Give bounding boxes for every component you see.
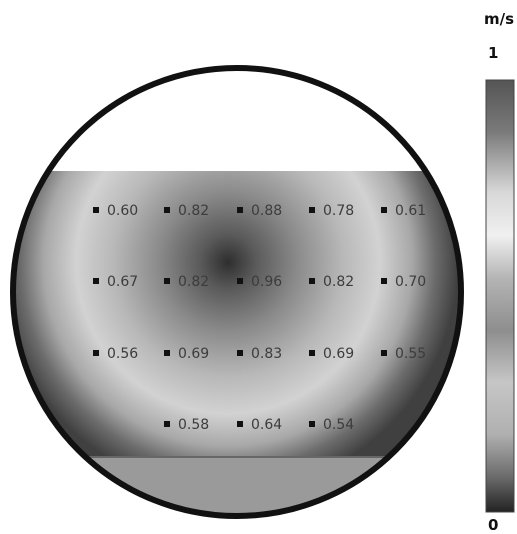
- measurement-point-marker: [93, 350, 99, 356]
- measurement-point-label: 0.56: [107, 346, 138, 362]
- measurement-points: 0.60 0.82 0.88 0.78 0.61 0.67 0.82 0.96 0.82 0.70…: [93, 203, 426, 433]
- measurement-point-label: 0.55: [395, 346, 426, 362]
- measurement-point-label: 0.69: [178, 346, 209, 362]
- colorbar-max-label: 1: [488, 44, 498, 62]
- measurement-point-label: 0.83: [251, 346, 282, 362]
- measurement-point-label: 0.88: [251, 203, 282, 219]
- measurement-point-label: 0.96: [251, 274, 282, 290]
- measurement-point-label: 0.58: [178, 417, 209, 433]
- sediment-band: [13, 456, 461, 516]
- measurement-point-marker: [237, 207, 243, 213]
- measurement-point-label: 0.69: [323, 346, 354, 362]
- measurement-point-marker: [164, 421, 170, 427]
- measurement-point-marker: [164, 207, 170, 213]
- colorbar: m/s 1 0: [484, 10, 515, 534]
- measurement-point-marker: [237, 278, 243, 284]
- measurement-point-marker: [381, 207, 387, 213]
- measurement-point-label: 0.82: [178, 274, 209, 290]
- measurement-point-marker: [237, 350, 243, 356]
- measurement-point-marker: [309, 421, 315, 427]
- pipe-outline: [10, 65, 464, 519]
- measurement-point-marker: [164, 278, 170, 284]
- measurement-point-marker: [93, 278, 99, 284]
- measurement-point-marker: [237, 421, 243, 427]
- measurement-point-label: 0.61: [395, 203, 426, 219]
- measurement-point-marker: [164, 350, 170, 356]
- measurement-point-marker: [381, 278, 387, 284]
- measurement-point-label: 0.82: [323, 274, 354, 290]
- colorbar-min-label: 0: [488, 516, 498, 534]
- colorbar-unit: m/s: [484, 10, 514, 28]
- measurement-point-label: 0.82: [178, 203, 209, 219]
- measurement-point-label: 0.70: [395, 274, 426, 290]
- measurement-point-label: 0.64: [251, 417, 282, 433]
- measurement-point-label: 0.67: [107, 274, 138, 290]
- measurement-point-marker: [309, 278, 315, 284]
- colorbar-scale: [485, 79, 515, 513]
- measurement-point-label: 0.54: [323, 417, 354, 433]
- measurement-point-marker: [93, 207, 99, 213]
- measurement-point-marker: [309, 207, 315, 213]
- measurement-point-marker: [309, 350, 315, 356]
- measurement-point-label: 0.60: [107, 203, 138, 219]
- measurement-point-marker: [381, 350, 387, 356]
- measurement-point-label: 0.78: [323, 203, 354, 219]
